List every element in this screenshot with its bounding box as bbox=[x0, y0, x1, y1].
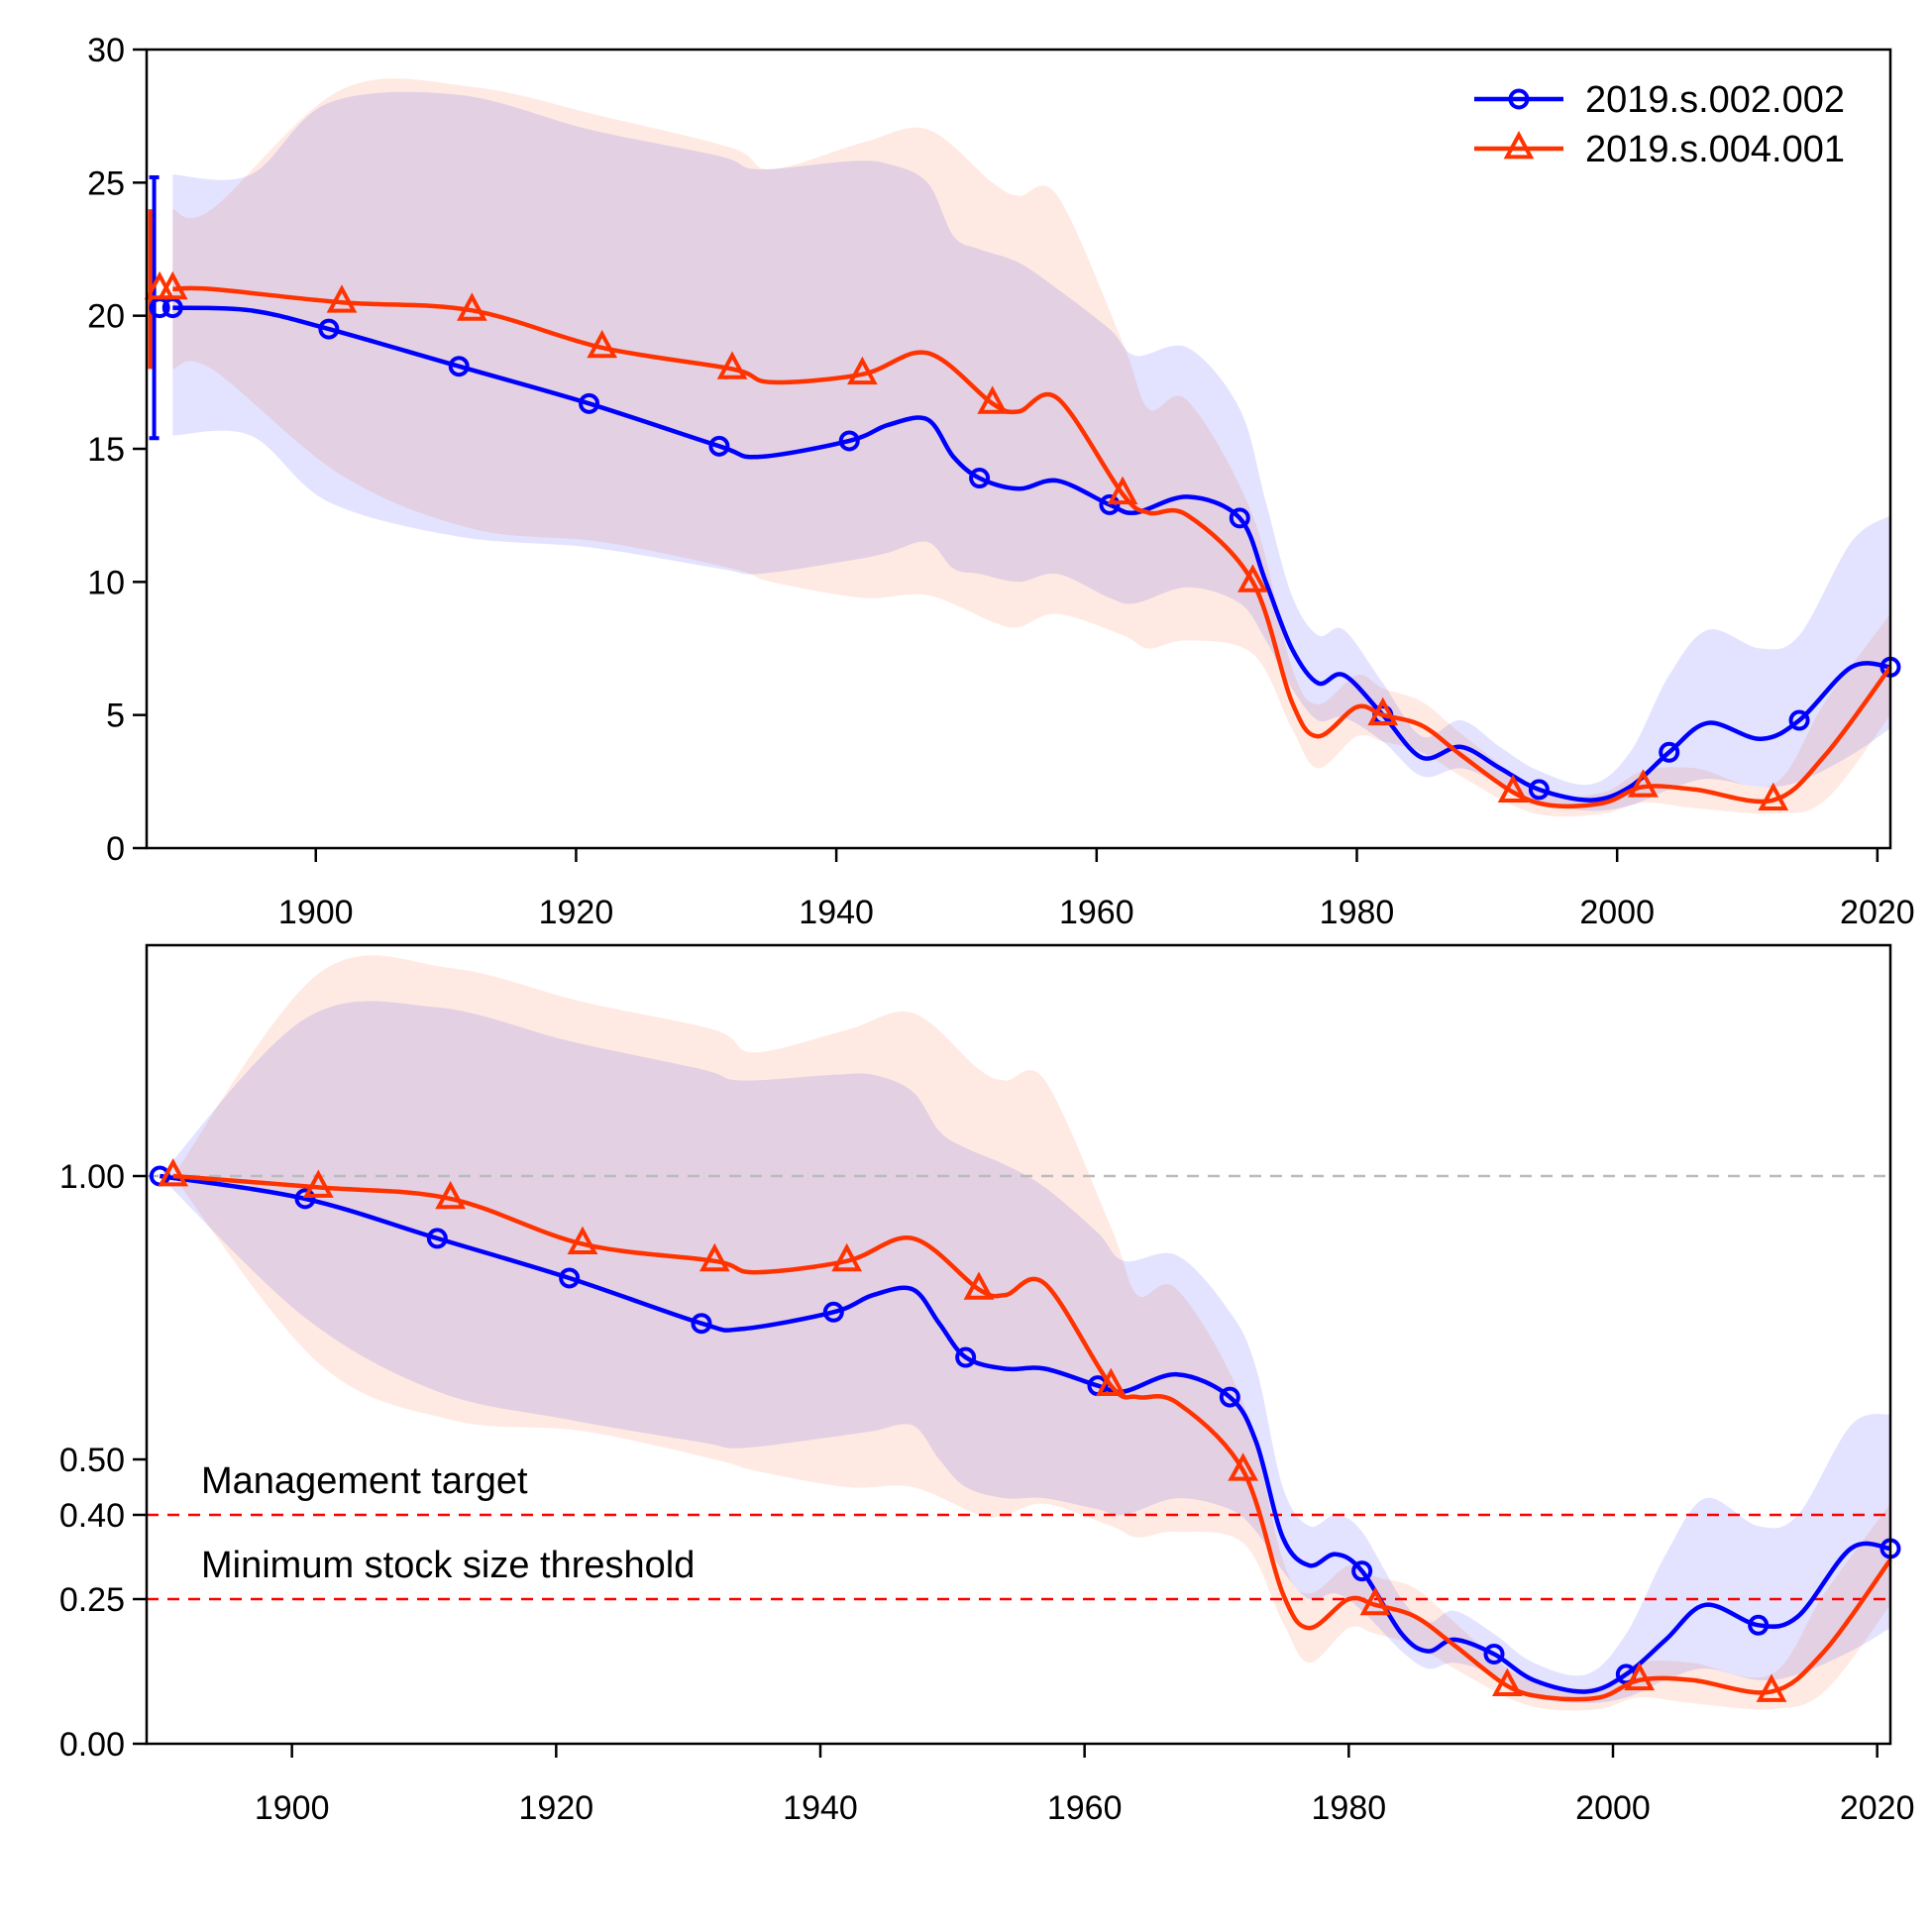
bottom-marker-1-4 bbox=[691, 1313, 712, 1335]
top-y-tick-label-6: 25 bbox=[87, 164, 125, 202]
top-marker-1-17 bbox=[1229, 507, 1250, 529]
top-y-tick-label-1: 0 bbox=[106, 830, 125, 868]
top-x-tick-label-2: 1920 bbox=[539, 894, 614, 931]
bottom-marker-1-6 bbox=[822, 1301, 844, 1323]
bottom-x-tick-label-7: 2020 bbox=[1840, 1789, 1915, 1827]
bottom-marker-1-2 bbox=[426, 1228, 448, 1249]
bottom-marker-1-10 bbox=[955, 1346, 977, 1368]
bottom-marker-1-3 bbox=[559, 1267, 581, 1289]
top-legend: 2019.s.002.002 2019.s.004.001 bbox=[1474, 79, 1845, 170]
bottom-marker-2-2 bbox=[435, 1180, 467, 1210]
top-marker-2-5 bbox=[716, 351, 748, 379]
bottom-x-tick-label-6: 2000 bbox=[1575, 1789, 1651, 1827]
top-y-tick-label-2: 5 bbox=[106, 698, 125, 735]
top-marker-2-9 bbox=[977, 385, 1009, 414]
bottom-y-tick-label-4: 0.50 bbox=[59, 1442, 125, 1479]
bottom-marker-2-6 bbox=[831, 1242, 863, 1272]
bottom-marker-1-31 bbox=[1748, 1614, 1770, 1636]
bottom-marker-2-11 bbox=[1095, 1367, 1127, 1397]
top-y-tick-label-7: 30 bbox=[87, 32, 125, 69]
top-marker-2-22 bbox=[1497, 774, 1529, 803]
bottom-reference-label-2: Management target bbox=[201, 1460, 528, 1502]
bottom-marker-2-18 bbox=[1359, 1586, 1391, 1616]
bottom-marker-2-14 bbox=[1228, 1452, 1259, 1481]
top-marker-2-19 bbox=[1367, 697, 1399, 726]
bottom-marker-2-3 bbox=[567, 1226, 598, 1255]
bottom-plot-frame bbox=[145, 943, 1892, 1746]
bottom-marker-2-24 bbox=[1624, 1662, 1656, 1691]
top-x-tick-label-1: 1900 bbox=[278, 894, 354, 931]
top-marker-1-3 bbox=[448, 356, 470, 377]
top-marker-1-11 bbox=[969, 468, 991, 489]
top-marker-2-27 bbox=[1758, 782, 1789, 811]
bottom-band-2 bbox=[172, 955, 1891, 1711]
bottom-x-tick-label-1: 1900 bbox=[255, 1789, 330, 1827]
bottom-reference-label-3: Minimum stock size threshold bbox=[201, 1545, 695, 1586]
bottom-marker-1-16 bbox=[1219, 1386, 1240, 1408]
bottom-line-1 bbox=[159, 1173, 1891, 1694]
legend-label-1: 2019.s.002.002 bbox=[1585, 79, 1845, 121]
top-marker-2-3 bbox=[457, 292, 487, 321]
bottom-marker-2-1 bbox=[302, 1169, 334, 1198]
bottom-y-tick-label-3: 0.40 bbox=[59, 1497, 125, 1535]
bottom-y-tick-label-1: 0.00 bbox=[59, 1726, 125, 1764]
bottom-marker-2-0 bbox=[158, 1157, 189, 1187]
bottom-y-tick-label-2: 0.25 bbox=[59, 1581, 125, 1619]
top-x-tick-label-5: 1980 bbox=[1320, 894, 1395, 931]
top-marker-2-4 bbox=[587, 329, 618, 359]
bottom-marker-1-1 bbox=[294, 1188, 316, 1210]
top-marker-2-12 bbox=[1107, 476, 1138, 505]
top-x-tick-label-6: 2000 bbox=[1579, 894, 1655, 931]
top-y-tick-label-3: 10 bbox=[87, 564, 125, 601]
top-marker-2-0 bbox=[157, 270, 188, 300]
bottom-marker-1-25 bbox=[1483, 1643, 1505, 1664]
top-marker-2-15 bbox=[1237, 564, 1268, 592]
bottom-marker-2-8 bbox=[963, 1271, 995, 1300]
top-y-tick-label-4: 15 bbox=[87, 431, 125, 469]
legend-marker-1 bbox=[1508, 88, 1530, 110]
legend-marker-2 bbox=[1503, 130, 1535, 160]
bottom-marker-2-26 bbox=[1756, 1673, 1787, 1702]
legend-label-2: 2019.s.004.001 bbox=[1585, 129, 1845, 170]
top-marker-1-32 bbox=[1788, 709, 1810, 731]
top-marker-2-7 bbox=[847, 356, 878, 385]
bottom-x-tick-label-5: 1980 bbox=[1312, 1789, 1387, 1827]
top-line-1 bbox=[172, 305, 1891, 803]
bottom-marker-1-21 bbox=[1351, 1560, 1373, 1582]
top-marker-1-2 bbox=[318, 318, 340, 340]
top-marker-2-2 bbox=[326, 284, 358, 313]
top-marker-1-4 bbox=[579, 392, 600, 414]
bottom-panel: Management target Minimum stock size thre… bbox=[59, 943, 1915, 1827]
top-marker-1-14 bbox=[1099, 493, 1121, 515]
top-panel: 0 5 10 15 20 25 30 1900 1920 1940 1960 1980 2000 2020… bbox=[87, 32, 1915, 931]
top-x-tick-label-4: 1960 bbox=[1059, 894, 1134, 931]
top-band-2 bbox=[172, 78, 1890, 817]
top-marker-1-26 bbox=[1528, 779, 1550, 801]
top-x-tick-label-7: 2020 bbox=[1840, 894, 1915, 931]
top-marker-1-7 bbox=[838, 430, 860, 452]
top-y-tick-label-5: 20 bbox=[87, 298, 125, 336]
top-line-2 bbox=[172, 285, 1892, 809]
top-x-tick-label-3: 1940 bbox=[799, 894, 874, 931]
bottom-x-tick-label-2: 1920 bbox=[519, 1789, 594, 1827]
top-marker-1-29 bbox=[1659, 741, 1680, 763]
bottom-y-tick-label-5: 1.00 bbox=[59, 1158, 125, 1196]
bottom-marker-2-4 bbox=[698, 1242, 730, 1272]
top-marker-2-25 bbox=[1628, 769, 1659, 798]
top-marker-1-5 bbox=[708, 435, 730, 457]
bottom-line-2 bbox=[172, 1173, 1892, 1702]
bottom-marker-2-21 bbox=[1491, 1667, 1523, 1696]
bottom-x-tick-label-4: 1960 bbox=[1047, 1789, 1123, 1827]
bottom-x-tick-label-3: 1940 bbox=[783, 1789, 858, 1827]
